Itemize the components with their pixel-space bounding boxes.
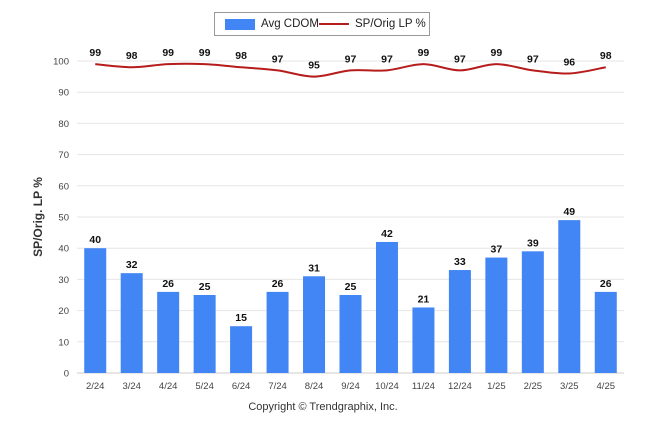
- legend-line-swatch: [319, 23, 349, 25]
- y-tick-label: 50: [58, 213, 69, 224]
- x-tick-label: 12/24: [448, 381, 472, 392]
- bar-data-label: 39: [527, 237, 539, 249]
- bar: [594, 291, 617, 373]
- y-tick-label: 40: [58, 244, 69, 255]
- line-data-label: 99: [199, 47, 211, 59]
- bar: [84, 248, 107, 373]
- x-tick-label: 2/24: [86, 381, 105, 392]
- bar-data-label: 33: [454, 256, 466, 268]
- x-tick-label: 4/25: [597, 381, 616, 392]
- x-tick-label: 1/25: [487, 381, 506, 392]
- legend-item-avg-cdom[interactable]: Avg CDOM: [225, 16, 319, 32]
- y-tick-label: 30: [58, 275, 69, 286]
- bar: [412, 307, 435, 373]
- legend-bar-swatch: [225, 18, 255, 30]
- bar-data-label: 21: [418, 293, 430, 305]
- bar-data-label: 25: [199, 281, 211, 293]
- y-tick-label: 0: [64, 369, 69, 380]
- bar-data-label: 42: [381, 228, 393, 240]
- line-data-label: 99: [491, 47, 503, 59]
- line-data-label: 99: [162, 47, 174, 59]
- legend-label-sp-orig-lp: SP/Orig LP %: [355, 18, 426, 30]
- bar-data-label: 40: [89, 234, 101, 246]
- line-data-label: 99: [418, 47, 430, 59]
- y-tick-label: 80: [58, 119, 69, 130]
- line-data-label: 98: [600, 50, 612, 62]
- x-tick-label: 8/24: [305, 381, 324, 392]
- bar: [448, 270, 471, 373]
- bar: [230, 326, 253, 373]
- x-tick-label: 4/24: [159, 381, 178, 392]
- line-data-label: 95: [308, 60, 320, 72]
- bar-data-label: 26: [162, 278, 174, 290]
- bar: [339, 295, 362, 373]
- x-tick-label: 3/24: [122, 381, 141, 392]
- bar: [266, 291, 289, 373]
- x-tick-label: 5/24: [195, 381, 214, 392]
- y-tick-label: 60: [58, 181, 69, 192]
- bar-data-label: 15: [235, 312, 247, 324]
- x-tick-label: 6/24: [232, 381, 251, 392]
- y-tick-label: 90: [58, 88, 69, 99]
- line-data-label: 97: [527, 53, 539, 65]
- y-tick-label: 70: [58, 150, 69, 161]
- bar: [375, 241, 398, 373]
- bar: [303, 276, 326, 373]
- bar: [157, 291, 180, 373]
- line-data-label: 97: [454, 53, 466, 65]
- line-data-label: 98: [126, 50, 138, 62]
- bar-data-label: 26: [272, 278, 284, 290]
- bar: [558, 220, 581, 373]
- line-data-label: 98: [235, 50, 247, 62]
- x-tick-label: 3/25: [560, 381, 579, 392]
- copyright-footer: Copyright © Trendgraphix, Inc.: [248, 401, 398, 413]
- line-data-label: 99: [89, 47, 101, 59]
- line-data-label: 97: [381, 53, 393, 65]
- line-data-label: 97: [272, 53, 284, 65]
- bar-data-label: 37: [491, 244, 503, 256]
- bar: [193, 295, 216, 373]
- legend-label-avg-cdom: Avg CDOM: [261, 18, 319, 30]
- bar-data-label: 26: [600, 278, 612, 290]
- x-tick-label: 10/24: [375, 381, 399, 392]
- x-tick-label: 11/24: [412, 381, 435, 392]
- bar-data-label: 49: [563, 206, 575, 218]
- y-tick-label: 20: [58, 306, 69, 317]
- legend-item-sp-orig-lp[interactable]: SP/Orig LP %: [319, 16, 426, 32]
- bar: [120, 273, 143, 373]
- bar: [521, 251, 544, 373]
- x-tick-label: 7/24: [268, 381, 287, 392]
- bar: [485, 257, 508, 373]
- y-tick-label: 10: [58, 337, 69, 348]
- bar-data-label: 32: [126, 259, 138, 271]
- sp-orig-lp-line: [95, 62, 606, 78]
- y-tick-label: 100: [53, 57, 69, 68]
- x-tick-label: 9/24: [341, 381, 360, 392]
- x-tick-label: 2/25: [524, 381, 543, 392]
- bar-data-label: 31: [308, 262, 320, 274]
- legend: Avg CDOM SP/Orig LP %: [214, 12, 430, 36]
- y-axis-title: SP/Orig. LP %: [31, 177, 45, 257]
- line-data-label: 97: [345, 53, 357, 65]
- line-data-label: 96: [563, 56, 575, 68]
- bar-data-label: 25: [345, 281, 357, 293]
